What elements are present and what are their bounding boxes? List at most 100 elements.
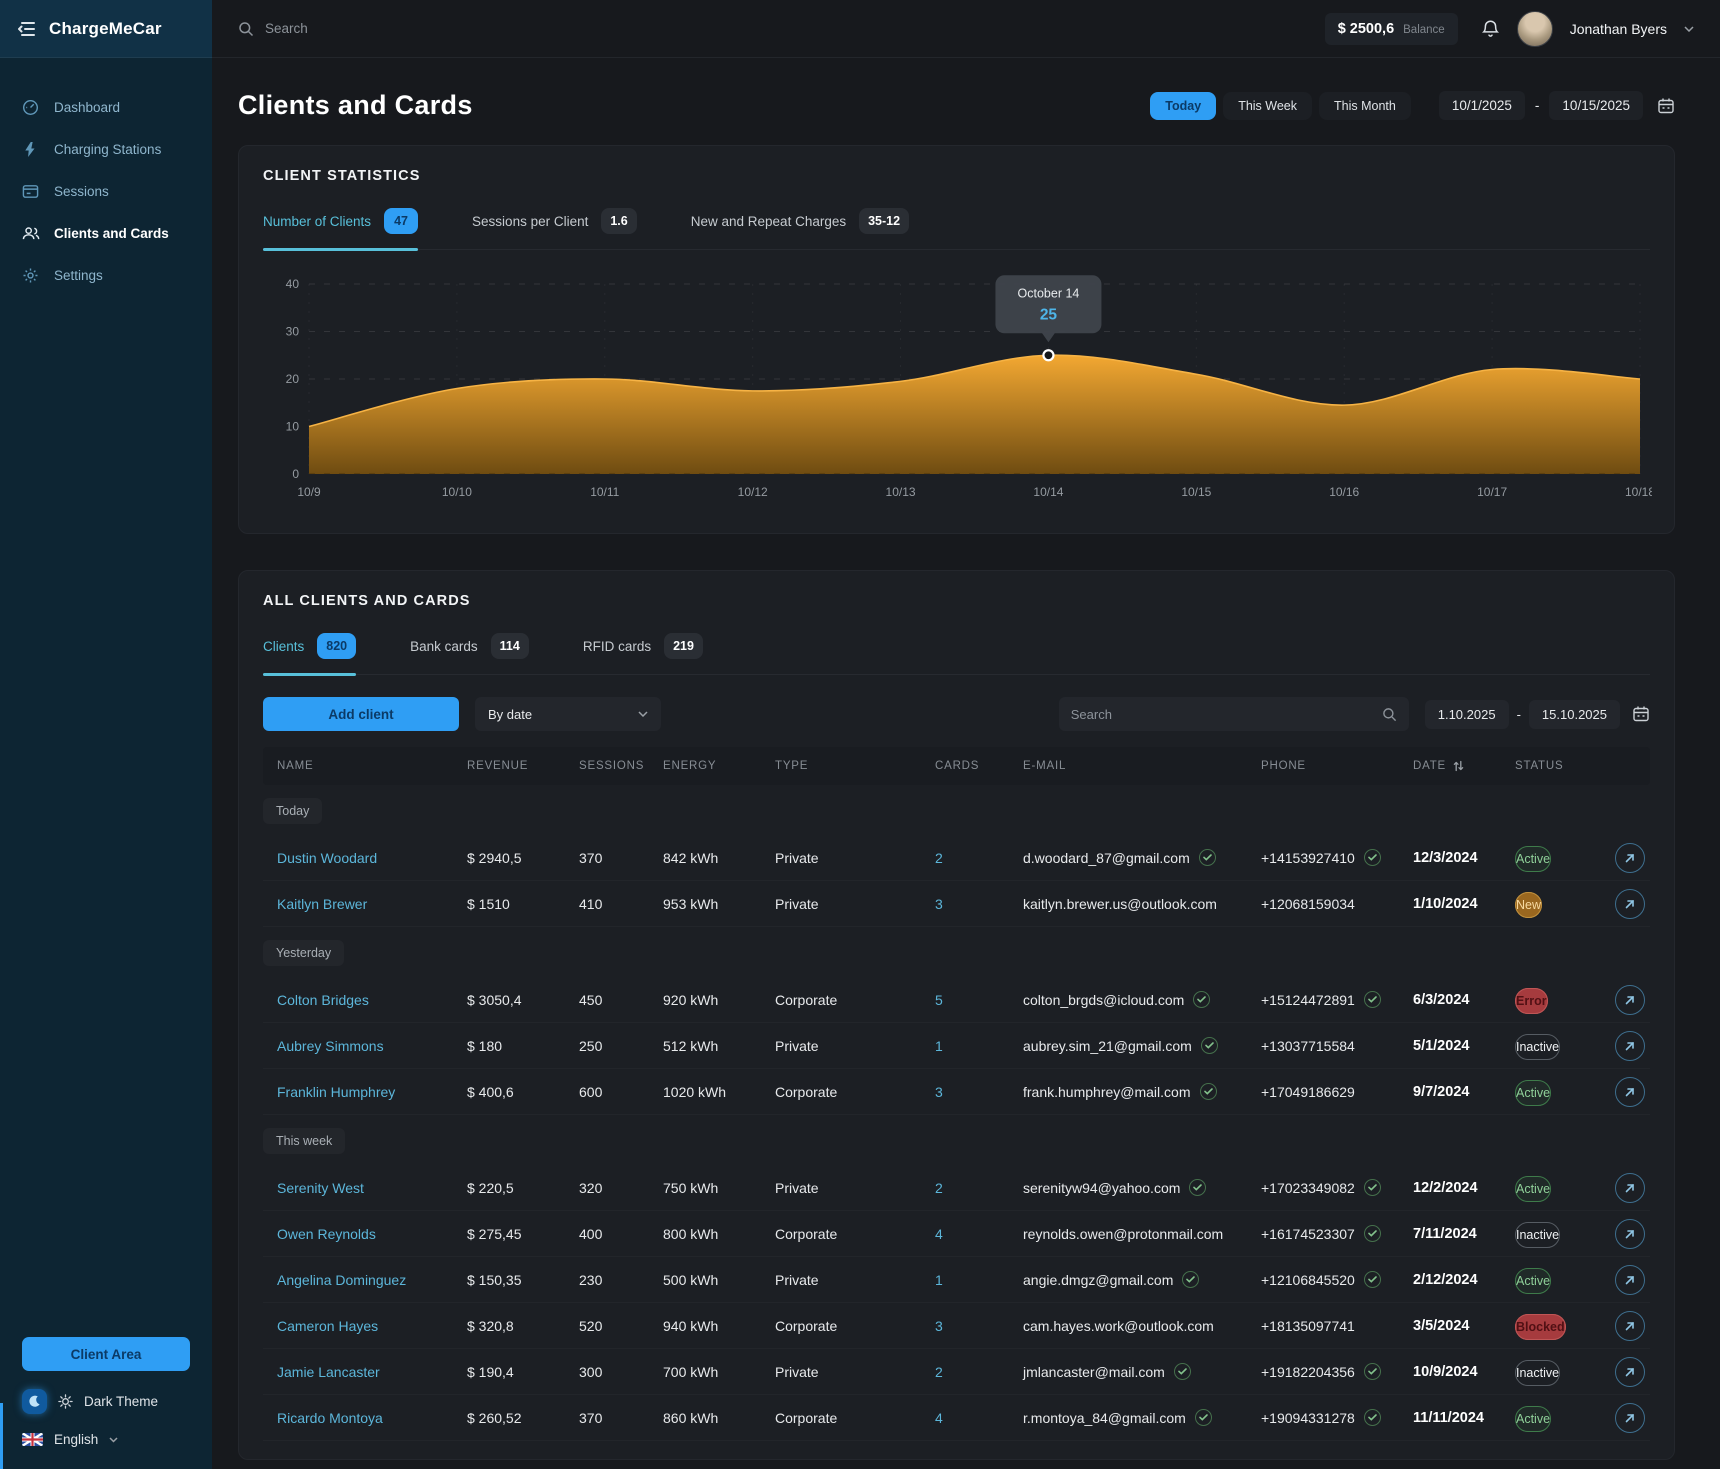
sidebar-item-dashboard[interactable]: Dashboard — [0, 88, 212, 126]
table-search[interactable] — [1059, 697, 1409, 731]
stats-tab-number-of-clients[interactable]: Number of Clients47 — [263, 208, 418, 249]
date-to-chip[interactable]: 15.10.2025 — [1529, 700, 1620, 729]
filter-this-week[interactable]: This Week — [1223, 92, 1312, 120]
client-area-button[interactable]: Client Area — [22, 1337, 190, 1371]
client-name-link[interactable]: Cameron Hayes — [277, 1318, 467, 1334]
client-name-link[interactable]: Aubrey Simmons — [277, 1038, 467, 1054]
table-row[interactable]: Owen Reynolds$ 275,45400800 kWhCorporate… — [263, 1211, 1650, 1257]
client-name-link[interactable]: Kaitlyn Brewer — [277, 896, 467, 912]
column-header-type[interactable]: TYPE — [775, 760, 935, 772]
client-name-link[interactable]: Angelina Dominguez — [277, 1272, 467, 1288]
avatar[interactable] — [1517, 11, 1553, 47]
open-client-button[interactable] — [1615, 1219, 1645, 1249]
sidebar-item-sessions[interactable]: Sessions — [0, 172, 212, 210]
open-client-button[interactable] — [1615, 1077, 1645, 1107]
table-row[interactable]: Aubrey Simmons$ 180250512 kWhPrivate1aub… — [263, 1023, 1650, 1069]
date-from-chip[interactable]: 10/1/2025 — [1439, 91, 1525, 120]
cards-count-link[interactable]: 3 — [935, 896, 1023, 912]
clients-chart[interactable]: 01020304010/910/1010/1110/1210/1310/1410… — [263, 250, 1650, 515]
clients-tab-bank-cards[interactable]: Bank cards114 — [410, 633, 529, 674]
date-to-chip[interactable]: 10/15/2025 — [1549, 91, 1643, 120]
client-name-link[interactable]: Ricardo Montoya — [277, 1410, 467, 1426]
column-header-e-mail[interactable]: E-MAIL — [1023, 760, 1261, 772]
column-header-date[interactable]: DATE — [1413, 760, 1515, 772]
language-selector[interactable]: English — [18, 1432, 194, 1447]
balance-chip[interactable]: $ 2500,6 Balance — [1325, 13, 1458, 45]
table-row[interactable]: Jamie Lancaster$ 190,4300700 kWhPrivate2… — [263, 1349, 1650, 1395]
calendar-icon[interactable] — [1632, 705, 1650, 723]
clients-tab-rfid-cards[interactable]: RFID cards219 — [583, 633, 703, 674]
table-row[interactable]: Cameron Hayes$ 320,8520940 kWhCorporate3… — [263, 1303, 1650, 1349]
verified-icon — [1189, 1179, 1206, 1196]
cards-count-link[interactable]: 3 — [935, 1318, 1023, 1334]
date-from-chip[interactable]: 1.10.2025 — [1425, 700, 1509, 729]
calendar-icon[interactable] — [1657, 97, 1675, 115]
cards-count-link[interactable]: 3 — [935, 1084, 1023, 1100]
column-header-sessions[interactable]: SESSIONS — [579, 760, 663, 772]
sidebar-item-charging-stations[interactable]: Charging Stations — [0, 130, 212, 168]
open-client-button[interactable] — [1615, 1265, 1645, 1295]
charging-icon — [22, 140, 40, 158]
client-name-link[interactable]: Colton Bridges — [277, 992, 467, 1008]
client-name-link[interactable]: Owen Reynolds — [277, 1226, 467, 1242]
cards-count-link[interactable]: 2 — [935, 850, 1023, 866]
table-row[interactable]: Colton Bridges$ 3050,4450920 kWhCorporat… — [263, 977, 1650, 1023]
cards-count-link[interactable]: 4 — [935, 1226, 1023, 1242]
clients-tab-clients[interactable]: Clients820 — [263, 633, 356, 674]
filter-this-month[interactable]: This Month — [1319, 92, 1411, 120]
open-client-button[interactable] — [1615, 1403, 1645, 1433]
open-client-button[interactable] — [1615, 1173, 1645, 1203]
table-row[interactable]: Kaitlyn Brewer$ 1510410953 kWhPrivate3ka… — [263, 881, 1650, 927]
global-search[interactable] — [238, 21, 1325, 37]
cards-count-link[interactable]: 4 — [935, 1410, 1023, 1426]
menu-toggle-icon[interactable] — [18, 21, 36, 37]
search-input[interactable] — [265, 21, 605, 36]
cards-count-link[interactable]: 2 — [935, 1180, 1023, 1196]
table-row[interactable]: Serenity West$ 220,5320750 kWhPrivate2se… — [263, 1165, 1650, 1211]
open-client-button[interactable] — [1615, 889, 1645, 919]
status-badge: Error — [1515, 988, 1548, 1014]
open-client-button[interactable] — [1615, 985, 1645, 1015]
table-row[interactable]: Franklin Humphrey$ 400,66001020 kWhCorpo… — [263, 1069, 1650, 1115]
stats-tab-sessions-per-client[interactable]: Sessions per Client1.6 — [472, 208, 637, 249]
cards-count-link[interactable]: 5 — [935, 992, 1023, 1008]
sidebar-item-settings[interactable]: Settings — [0, 256, 212, 294]
open-client-button[interactable] — [1615, 1311, 1645, 1341]
column-header-cards[interactable]: CARDS — [935, 760, 1023, 772]
svg-text:10/15: 10/15 — [1181, 485, 1211, 499]
client-name-link[interactable]: Jamie Lancaster — [277, 1364, 467, 1380]
theme-toggle[interactable]: Dark Theme — [18, 1389, 194, 1414]
open-client-button[interactable] — [1615, 843, 1645, 873]
email-text: angie.dmgz@gmail.com — [1023, 1272, 1173, 1288]
table-search-input[interactable] — [1071, 707, 1374, 722]
area-chart-svg: 01020304010/910/1010/1110/1210/1310/1410… — [263, 256, 1652, 510]
column-header-phone[interactable]: PHONE — [1261, 760, 1413, 772]
column-header-revenue[interactable]: REVENUE — [467, 760, 579, 772]
table-row[interactable]: Ricardo Montoya$ 260,52370860 kWhCorpora… — [263, 1395, 1650, 1441]
cards-count-link[interactable]: 2 — [935, 1364, 1023, 1380]
uk-flag-icon — [22, 1433, 43, 1446]
stats-tab-new-and-repeat-charges[interactable]: New and Repeat Charges35-12 — [691, 208, 909, 249]
open-client-button[interactable] — [1615, 1357, 1645, 1387]
sort-select[interactable]: By date — [475, 697, 661, 731]
column-header-name[interactable]: NAME — [277, 760, 467, 772]
status-badge: Inactive — [1515, 1034, 1560, 1060]
client-name-link[interactable]: Dustin Woodard — [277, 850, 467, 866]
cards-count-link[interactable]: 1 — [935, 1272, 1023, 1288]
filter-today[interactable]: Today — [1150, 92, 1216, 120]
add-client-button[interactable]: Add client — [263, 697, 459, 731]
open-client-button[interactable] — [1615, 1031, 1645, 1061]
sort-icon[interactable] — [1453, 760, 1464, 772]
column-header-status[interactable]: STATUS — [1515, 760, 1615, 772]
user-name[interactable]: Jonathan Byers — [1570, 21, 1667, 37]
cards-count-link[interactable]: 1 — [935, 1038, 1023, 1054]
table-row[interactable]: Angelina Dominguez$ 150,35230500 kWhPriv… — [263, 1257, 1650, 1303]
client-name-link[interactable]: Franklin Humphrey — [277, 1084, 467, 1100]
table-row[interactable]: Dustin Woodard$ 2940,5370842 kWhPrivate2… — [263, 835, 1650, 881]
column-header-energy[interactable]: ENERGY — [663, 760, 775, 772]
bell-icon[interactable] — [1481, 19, 1500, 39]
scroll-indicator[interactable] — [0, 1403, 3, 1469]
client-name-link[interactable]: Serenity West — [277, 1180, 467, 1196]
sidebar-item-clients-and-cards[interactable]: Clients and Cards — [0, 214, 212, 252]
chevron-down-icon[interactable] — [1684, 26, 1694, 32]
